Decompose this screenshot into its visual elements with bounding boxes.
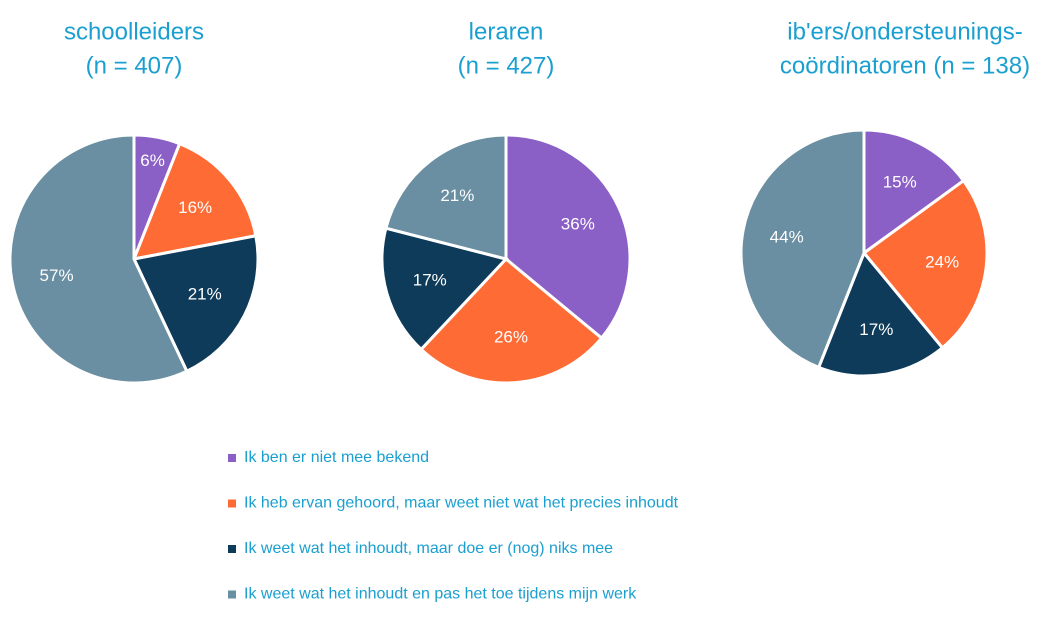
slice-label: 17%	[413, 271, 447, 290]
pie-slice	[418, 256, 604, 385]
pie-slice	[816, 250, 945, 378]
slice-label: 26%	[494, 328, 528, 347]
legend-label: Ik heb ervan gehoord, maar weet niet wat…	[244, 495, 679, 512]
slice-label: 17%	[859, 320, 893, 339]
pie-slice	[384, 133, 508, 261]
pie-slice	[862, 128, 966, 256]
slice-label: 57%	[40, 266, 74, 285]
legend-swatch	[228, 454, 236, 462]
pie-slice	[8, 133, 189, 385]
slice-label: 21%	[440, 186, 474, 205]
slice-label: 21%	[188, 285, 222, 304]
chart-title: leraren	[469, 18, 544, 45]
legend-swatch	[228, 590, 236, 599]
pie-slice	[739, 128, 866, 370]
pie-slice	[380, 226, 509, 352]
chart-title: (n = 407)	[86, 52, 183, 79]
legend-label: Ik ben er niet mee bekend	[244, 449, 429, 466]
chart-title: schoolleiders	[64, 18, 204, 45]
pie-slice	[131, 234, 260, 374]
legend-label: Ik weet wat het inhoudt en pas het toe t…	[244, 586, 637, 603]
chart-title: coördinatoren (n = 138)	[780, 52, 1030, 79]
slice-label: 15%	[883, 172, 917, 191]
pie-slice	[861, 178, 989, 350]
slice-label: 16%	[178, 198, 212, 217]
pie-slice	[131, 141, 258, 261]
slice-label: 36%	[561, 215, 595, 234]
slice-label: 44%	[770, 228, 804, 247]
legend-swatch	[228, 499, 236, 508]
pie-slice	[504, 133, 632, 341]
slice-label: 24%	[925, 252, 959, 271]
chart-title: (n = 427)	[458, 52, 555, 79]
slice-label: 6%	[140, 151, 165, 170]
legend-swatch	[228, 545, 236, 553]
chart-title: ib'ers/ondersteunings-	[787, 18, 1022, 45]
legend-label: Ik weet wat het inhoudt, maar doe er (no…	[244, 540, 613, 557]
